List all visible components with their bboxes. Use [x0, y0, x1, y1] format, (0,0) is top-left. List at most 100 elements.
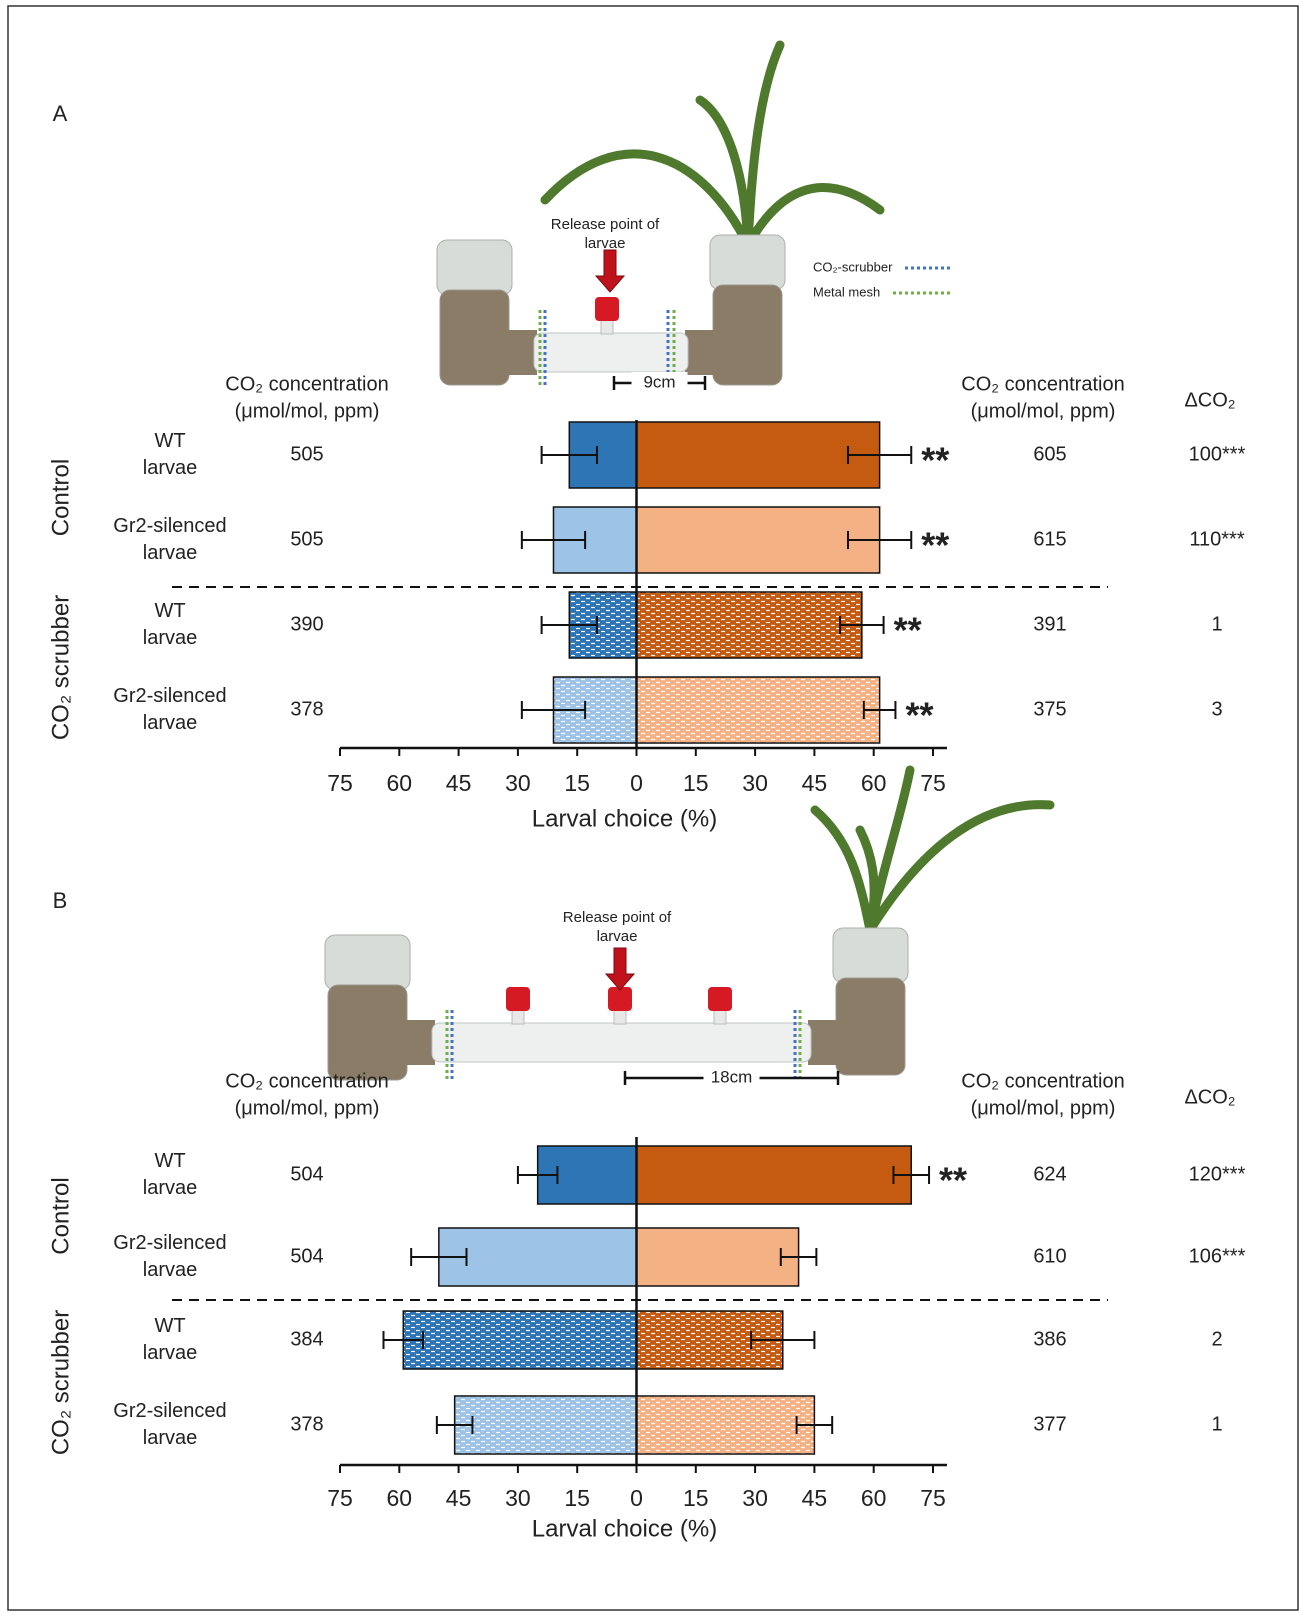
photo-cup — [324, 934, 411, 991]
category-label: larvae — [143, 627, 197, 649]
photo-soil — [439, 289, 510, 386]
error-bar — [410, 1248, 468, 1266]
right-ppm: 624 — [1033, 1163, 1066, 1185]
left-ppm: 504 — [290, 1245, 323, 1267]
bar — [402, 1310, 638, 1370]
photo-cup — [832, 927, 909, 984]
left-ppm: 505 — [290, 528, 323, 550]
group-label: CO₂ scrubber — [47, 595, 74, 740]
photo-valve — [713, 1009, 727, 1025]
photo-soil — [327, 984, 408, 1081]
category-label: WT — [154, 430, 185, 452]
release-arrow — [604, 947, 636, 991]
group-label: CO₂ scrubber — [47, 1310, 74, 1455]
photo-soil-arm — [507, 330, 537, 375]
photo-valve — [600, 319, 614, 335]
error-bar — [540, 616, 598, 634]
x-tick-label: 0 — [630, 770, 643, 796]
photo-legend-label: CO₂-scrubber — [813, 259, 893, 274]
significance: ** — [921, 525, 949, 566]
error-bar — [847, 531, 913, 549]
photo-soil-arm — [808, 1020, 838, 1065]
x-tick-label: 60 — [387, 770, 413, 796]
x-tick-label: 75 — [920, 1485, 946, 1511]
photo-soil-arm — [685, 330, 715, 375]
x-tick-label: 30 — [505, 1485, 531, 1511]
release-label: Release point of — [563, 909, 672, 926]
photo-tube — [533, 332, 689, 373]
photo-cap — [506, 987, 530, 1011]
bar — [635, 1227, 800, 1287]
error-bar — [750, 1331, 816, 1349]
right-ppm: 377 — [1033, 1413, 1066, 1435]
photo-valve — [613, 1009, 627, 1025]
scale-label: 9cm — [643, 372, 675, 391]
group-label: Control — [47, 1177, 74, 1254]
photo-cup — [436, 239, 513, 296]
x-axis-title: Larval choice (%) — [532, 805, 717, 832]
right-header: CO₂ concentration — [961, 1070, 1124, 1092]
right-ppm: 605 — [1033, 443, 1066, 465]
left-ppm: 504 — [290, 1163, 323, 1185]
bar — [635, 506, 881, 574]
error-bar — [795, 1416, 834, 1434]
category-label: WT — [154, 600, 185, 622]
x-tick-label: 0 — [630, 1485, 643, 1511]
delta-label: 106*** — [1189, 1245, 1246, 1267]
bar — [635, 1395, 816, 1455]
photo-valve — [511, 1009, 525, 1025]
photo-soil — [712, 284, 783, 386]
panel-label: A — [53, 101, 68, 126]
x-tick-label: 15 — [683, 1485, 709, 1511]
scale-label-bg — [703, 1067, 760, 1089]
left-header: CO₂ concentration — [225, 1070, 388, 1092]
delta-header: ΔCO₂ — [1184, 1086, 1235, 1108]
error-bar — [382, 1331, 425, 1349]
bar — [635, 421, 881, 489]
x-axis-title: Larval choice (%) — [532, 1515, 717, 1542]
x-tick-label: 30 — [742, 1485, 768, 1511]
x-tick-label: 30 — [742, 770, 768, 796]
error-bar — [435, 1416, 474, 1434]
delta-label: 3 — [1211, 698, 1222, 720]
delta-label: 100*** — [1189, 443, 1246, 465]
photo-plant — [810, 765, 1055, 935]
error-bar — [839, 616, 885, 634]
right-ppm: 386 — [1033, 1328, 1066, 1350]
right-header: (μmol/mol, ppm) — [971, 1097, 1116, 1119]
panel-label: B — [53, 888, 68, 913]
category-label: Gr2-silenced — [113, 685, 226, 707]
x-tick-label: 30 — [505, 770, 531, 796]
x-tick-label: 15 — [564, 770, 590, 796]
category-label: larvae — [143, 457, 197, 479]
significance: ** — [921, 440, 949, 481]
error-bar — [540, 446, 598, 464]
category-label: larvae — [143, 1342, 197, 1364]
photo-soil-arm — [405, 1020, 435, 1065]
delta-label: 1 — [1211, 613, 1222, 635]
category-label: larvae — [143, 542, 197, 564]
x-tick-label: 60 — [861, 770, 887, 796]
group-label: Control — [47, 459, 74, 536]
bar — [635, 591, 863, 659]
x-tick-label: 15 — [564, 1485, 590, 1511]
scale-label: 18cm — [711, 1067, 753, 1086]
right-header: CO₂ concentration — [961, 373, 1124, 395]
error-bar — [779, 1248, 818, 1266]
bar — [453, 1395, 638, 1455]
left-ppm: 378 — [290, 1413, 323, 1435]
x-tick-label: 75 — [327, 770, 353, 796]
bar — [438, 1227, 638, 1287]
x-tick-label: 75 — [327, 1485, 353, 1511]
error-bar — [520, 531, 587, 549]
error-bar — [847, 446, 913, 464]
error-bar — [862, 701, 897, 719]
right-ppm: 391 — [1033, 613, 1066, 635]
right-ppm: 375 — [1033, 698, 1066, 720]
left-ppm: 378 — [290, 698, 323, 720]
photo-soil — [835, 977, 906, 1076]
bar — [635, 1145, 913, 1205]
x-tick-label: 45 — [802, 770, 828, 796]
category-label: Gr2-silenced — [113, 1400, 226, 1422]
